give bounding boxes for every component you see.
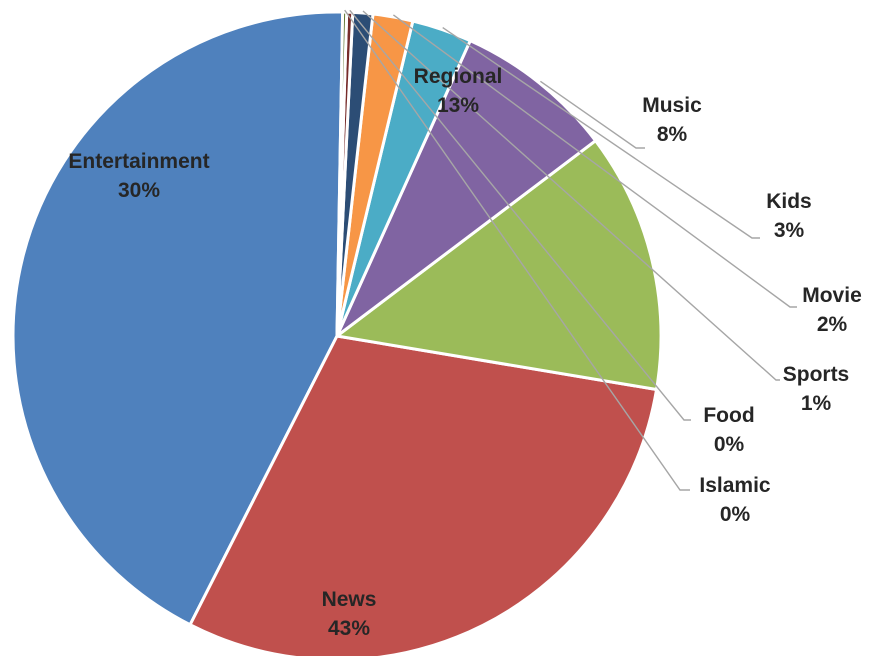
slice-value-label: 1% bbox=[801, 392, 832, 415]
pie-slices bbox=[11, 10, 663, 656]
slice-value-label: 0% bbox=[714, 433, 745, 456]
leader-line-music bbox=[539, 80, 645, 149]
leader-line-sports bbox=[362, 10, 780, 381]
slice-category-label: Regional bbox=[414, 65, 503, 88]
slice-value-label: 8% bbox=[657, 123, 688, 146]
slice-value-label: 3% bbox=[774, 219, 805, 242]
slice-category-label: Food bbox=[703, 404, 754, 427]
slice-category-label: News bbox=[322, 588, 377, 611]
slice-label-movie: Movie 2% bbox=[802, 284, 862, 336]
slice-category-label: Movie bbox=[802, 284, 862, 307]
slice-label-news: News 43% bbox=[322, 588, 377, 640]
slice-label-regional: Regional 13% bbox=[414, 65, 503, 117]
slice-labels: News 43% Entertainment 30% Regional 13% Music 8… bbox=[68, 65, 861, 640]
slice-label-kids: Kids 3% bbox=[766, 190, 812, 242]
slice-value-label: 0% bbox=[720, 503, 751, 526]
leader-line-kids bbox=[442, 27, 760, 239]
slice-label-music: Music 8% bbox=[642, 94, 702, 146]
slice-value-label: 30% bbox=[118, 179, 160, 202]
slice-value-label: 13% bbox=[437, 94, 479, 117]
pie-slice-music bbox=[335, 39, 598, 338]
slice-label-sports: Sports 1% bbox=[783, 363, 850, 415]
leader-lines bbox=[344, 9, 797, 491]
slice-category-label: Sports bbox=[783, 363, 850, 386]
slice-category-label: Kids bbox=[766, 190, 812, 213]
slice-value-label: 2% bbox=[817, 313, 848, 336]
slice-category-label: Islamic bbox=[699, 474, 771, 497]
slice-category-label: Entertainment bbox=[68, 150, 209, 173]
slice-value-label: 43% bbox=[328, 617, 370, 640]
slice-label-food: Food 0% bbox=[703, 404, 754, 456]
slice-label-islamic: Islamic 0% bbox=[699, 474, 771, 526]
leader-line-food bbox=[349, 9, 691, 421]
leader-line-islamic bbox=[344, 9, 690, 491]
leader-line-movie bbox=[392, 14, 797, 308]
slice-category-label: Music bbox=[642, 94, 702, 117]
pie-slice-news bbox=[11, 10, 345, 627]
pie-slice-regional bbox=[335, 139, 663, 392]
slice-label-entertainment: Entertainment 30% bbox=[68, 150, 209, 202]
pie-slice-entertainment bbox=[188, 334, 659, 656]
